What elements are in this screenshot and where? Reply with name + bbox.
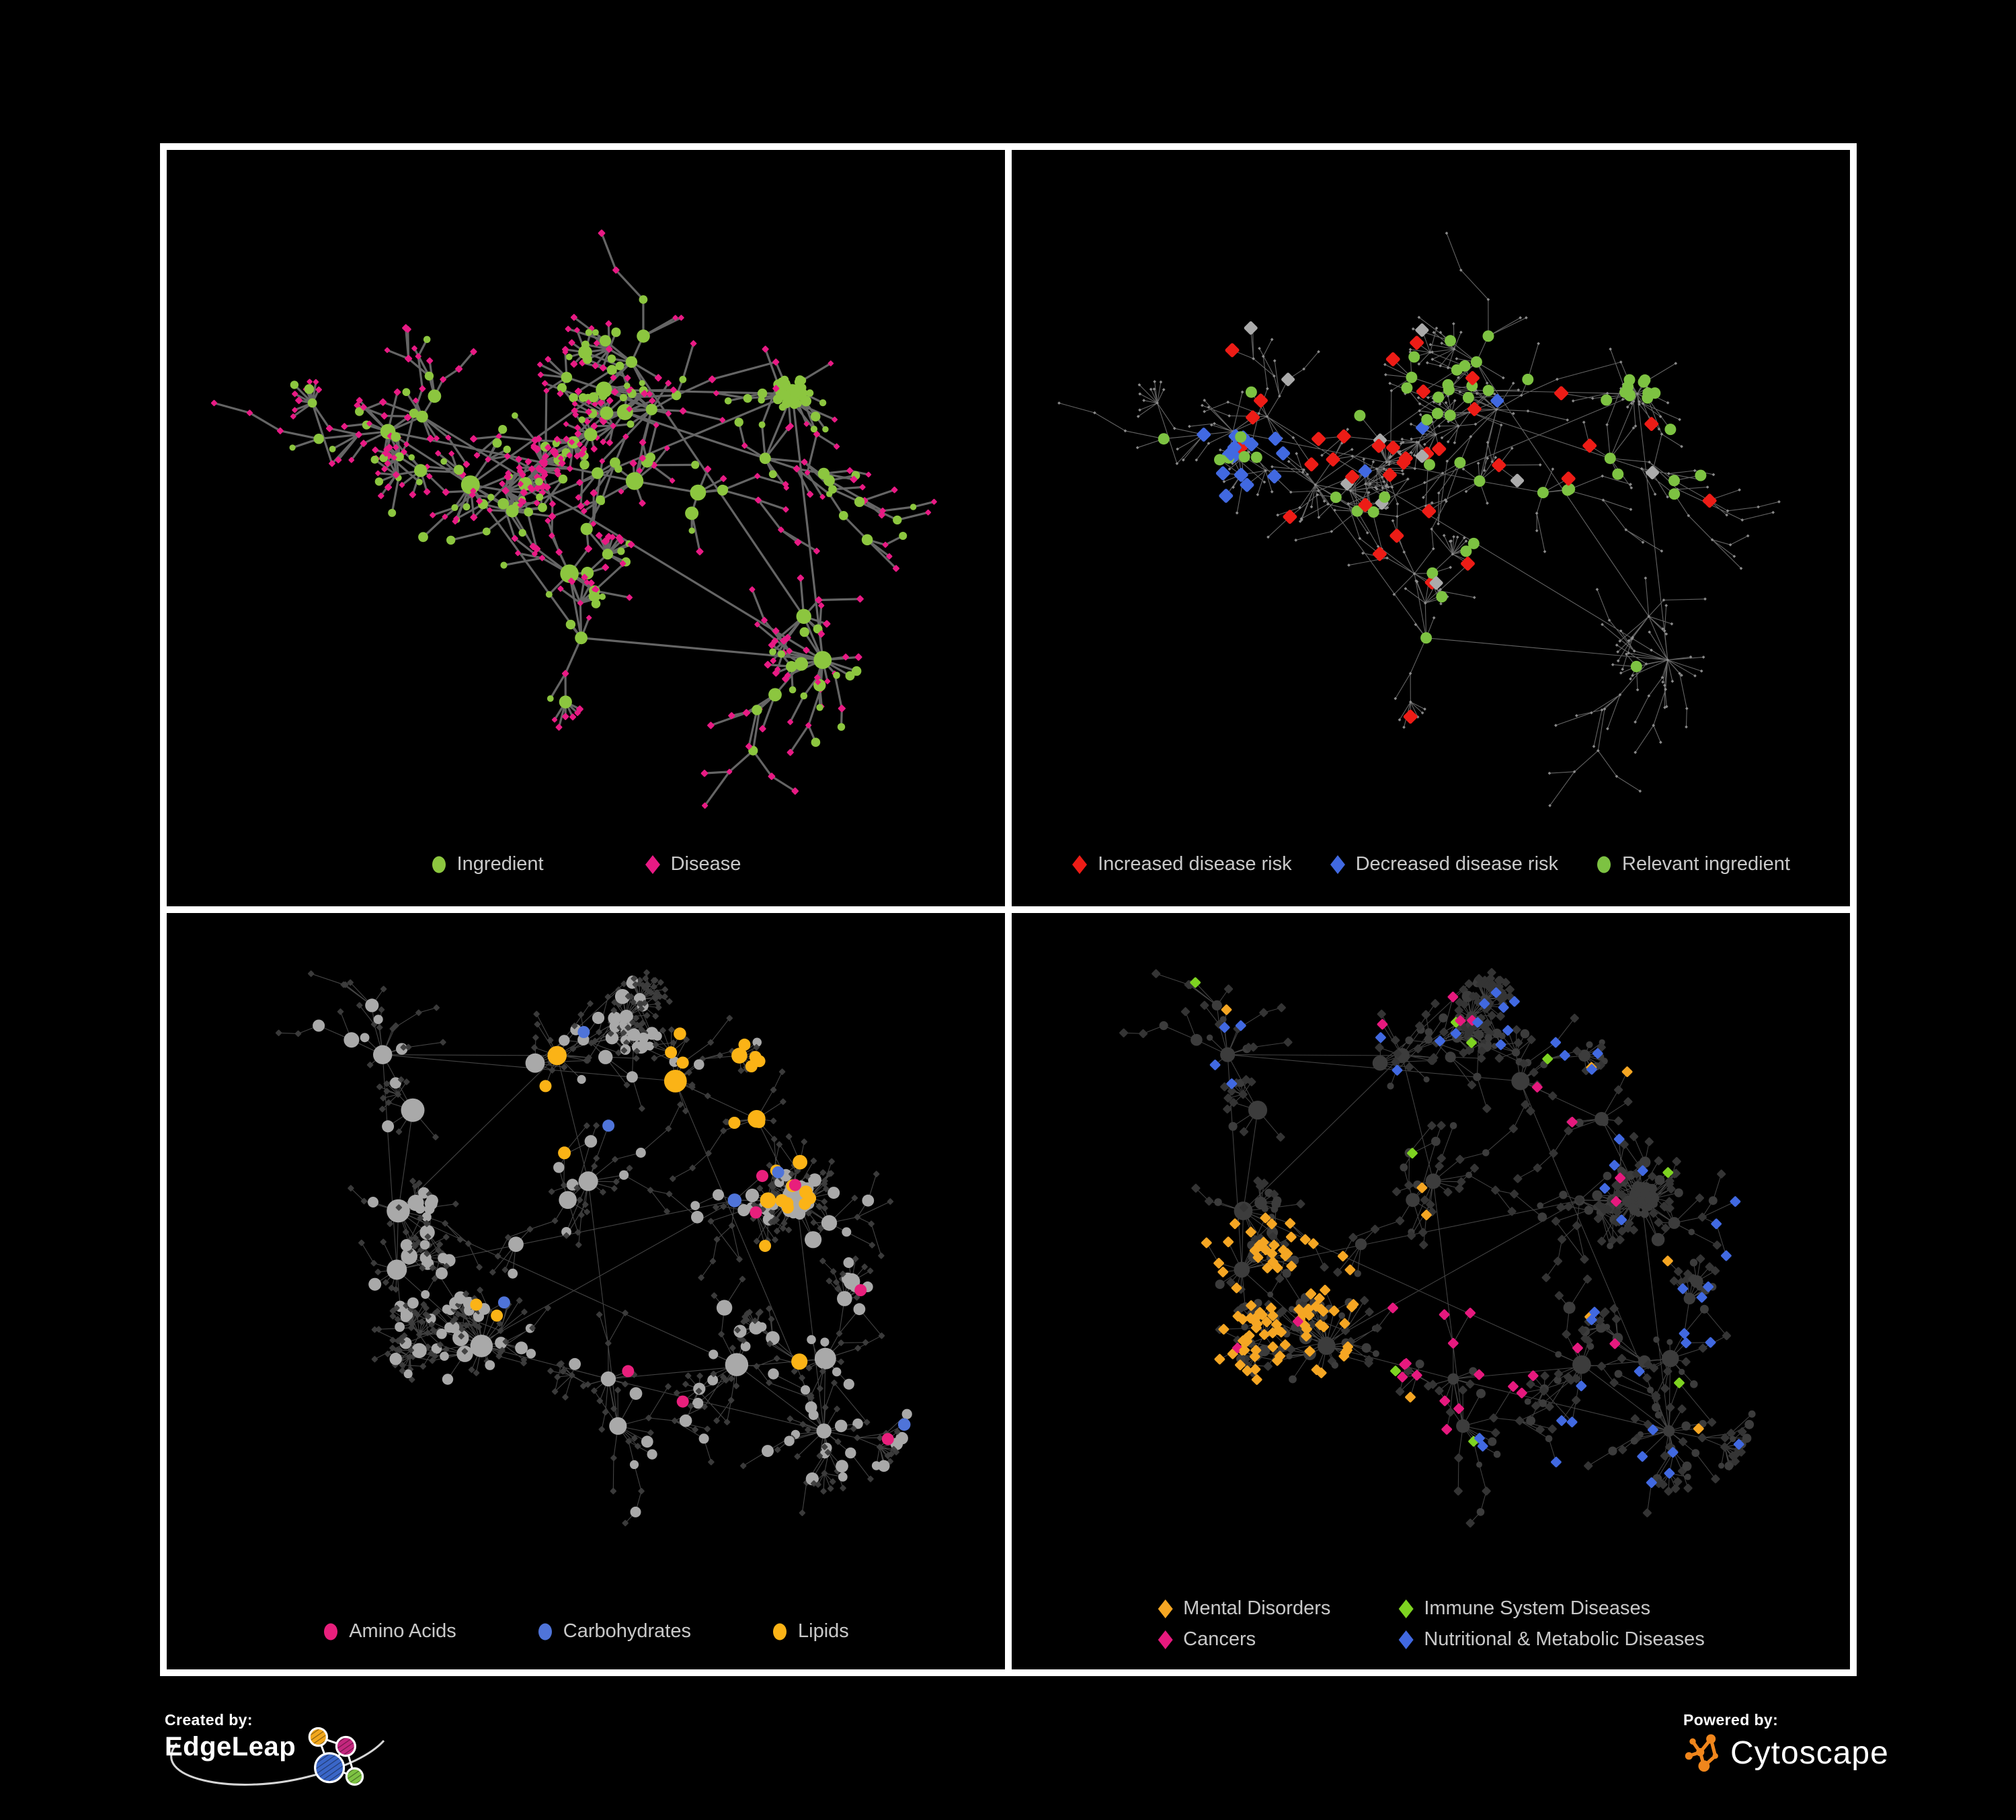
network-disease-risk xyxy=(1057,231,1781,807)
graph-highlight-nodes xyxy=(1158,321,1717,724)
graph-edges xyxy=(1123,972,1752,1524)
cytoscape-logo-icon xyxy=(1685,1734,1718,1772)
panel-disease-risk: Increased disease risk Decreased disease … xyxy=(1012,150,1850,906)
panel-ingredient-disease: Ingredient Disease xyxy=(167,150,1005,906)
graph-edges xyxy=(1059,233,1779,806)
network-ingredient-disease xyxy=(210,229,937,809)
panel-ingredient-classes: Amino Acids Carbohydrates Lipids xyxy=(167,913,1005,1669)
edgeleap-lockup: EdgeLeap xyxy=(165,1727,407,1801)
cytoscape-wordmark: Cytoscape xyxy=(1730,1735,1889,1771)
network-ingredient-classes xyxy=(275,969,912,1527)
graph-highlight-nodes xyxy=(1190,977,1744,1489)
panel-grid: Ingredient Disease Increased disease risk… xyxy=(160,143,1857,1676)
created-by-label: Created by: xyxy=(165,1711,253,1729)
network-disease-categories xyxy=(1119,967,1756,1528)
edgeleap-logo-icon xyxy=(308,1727,364,1786)
panel-disease-categories: Mental Disorders Immune System Diseases Ca… xyxy=(1012,913,1850,1669)
edgeleap-wordmark: EdgeLeap xyxy=(165,1732,296,1762)
cytoscape-lockup: Cytoscape xyxy=(1683,1732,1889,1775)
graph-nodes xyxy=(1057,231,1781,807)
graph-nodes xyxy=(210,229,937,809)
graph-nodes xyxy=(275,969,912,1527)
graph-nodes xyxy=(1119,967,1756,1528)
powered-by-label: Powered by: xyxy=(1683,1711,1779,1729)
powered-by-block: Powered by: Cytoscape xyxy=(1683,1711,1889,1775)
graph-highlight-nodes xyxy=(470,1026,911,1446)
edgeleap-swoosh-icon xyxy=(170,1739,385,1786)
created-by-block: Created by: EdgeLeap xyxy=(165,1711,407,1805)
